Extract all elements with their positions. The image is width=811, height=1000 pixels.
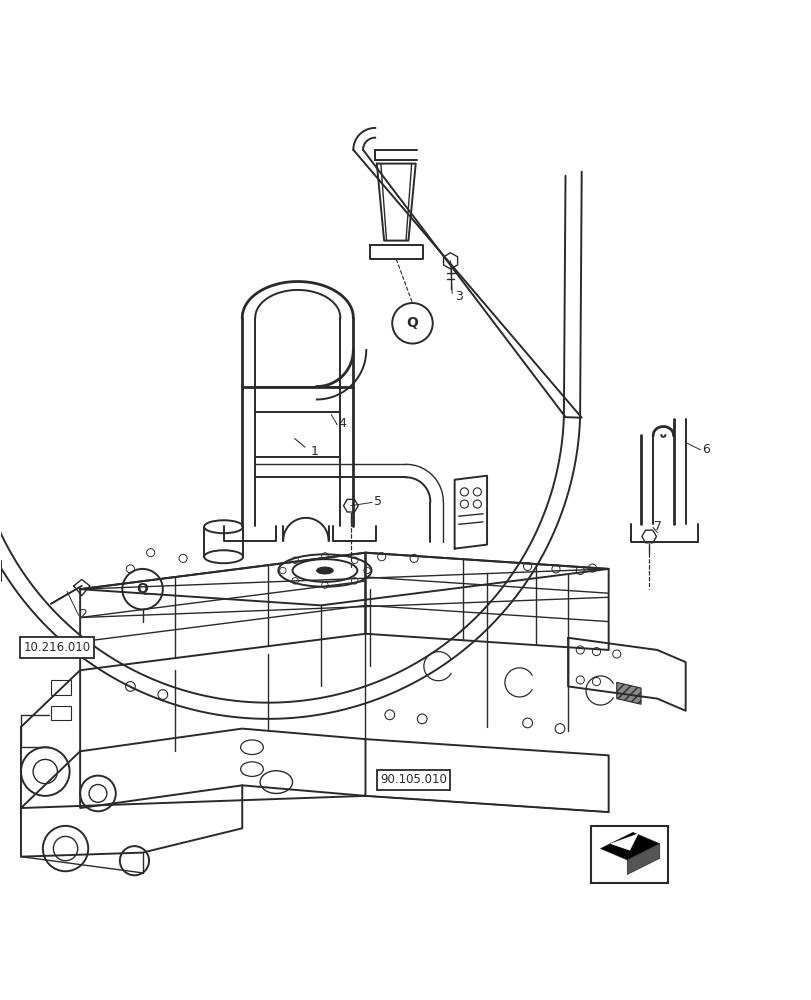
Text: 5: 5 bbox=[373, 495, 381, 508]
Text: Q: Q bbox=[406, 316, 418, 330]
Text: Q: Q bbox=[136, 582, 148, 596]
Bar bbox=[51, 706, 71, 720]
Text: 2: 2 bbox=[79, 608, 87, 621]
Text: 6: 6 bbox=[701, 443, 709, 456]
Text: 7: 7 bbox=[653, 520, 661, 533]
Text: 4: 4 bbox=[338, 417, 346, 430]
Text: 1: 1 bbox=[310, 445, 318, 458]
Polygon shape bbox=[616, 682, 641, 704]
Polygon shape bbox=[611, 834, 637, 850]
Text: 10.216.010: 10.216.010 bbox=[24, 641, 90, 654]
Text: 3: 3 bbox=[454, 290, 462, 303]
Polygon shape bbox=[627, 844, 659, 875]
Polygon shape bbox=[600, 832, 659, 860]
Bar bbox=[51, 680, 71, 695]
Text: 90.105.010: 90.105.010 bbox=[380, 773, 446, 786]
Ellipse shape bbox=[316, 567, 333, 574]
